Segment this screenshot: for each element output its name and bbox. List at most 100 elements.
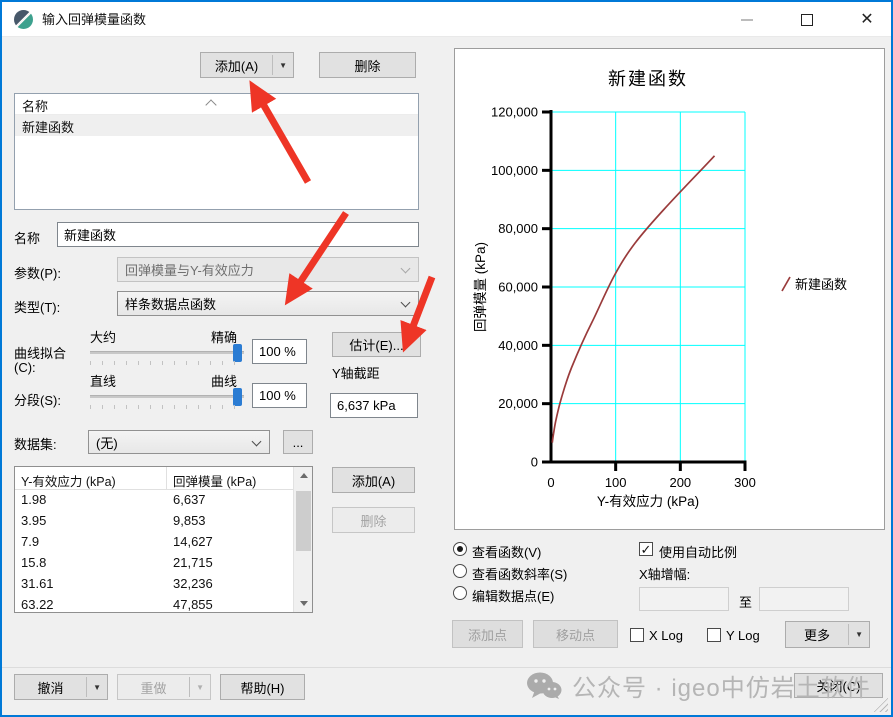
radio-view-function[interactable] — [453, 542, 467, 556]
segments-slider-thumb[interactable] — [233, 388, 242, 406]
cell-x[interactable]: 7.9 — [21, 534, 40, 549]
wechat-icon — [527, 672, 562, 699]
y-intercept-label: Y轴截距 — [332, 366, 380, 381]
close-button[interactable]: ✕ — [844, 2, 890, 37]
dialog-close-button[interactable]: 关闭(C) — [794, 673, 883, 698]
window-title: 输入回弹模量函数 — [42, 12, 147, 27]
table-rows: 1.98 6,637 3.95 9,853 7.9 14,627 15.8 21,715 31.… — [15, 490, 312, 616]
cell-y[interactable]: 21,715 — [173, 555, 213, 570]
svg-text:0: 0 — [547, 475, 554, 490]
function-chart: 0 20,000 40,000 60,000 80,000 100,000 120,000 0… — [454, 48, 885, 530]
delete-function-button[interactable]: 删除 — [319, 52, 416, 78]
cell-x[interactable]: 15.8 — [21, 555, 47, 570]
cell-x[interactable]: 31.61 — [21, 576, 54, 591]
radio-view-slope-label[interactable]: 查看函数斜率(S) — [472, 567, 568, 582]
sort-ascending-icon[interactable] — [205, 99, 217, 111]
svg-text:80,000: 80,000 — [498, 221, 538, 236]
estimate-button[interactable]: 估计(E)... — [332, 332, 421, 357]
minimize-icon — [741, 18, 753, 21]
table-header: Y-有效应力 (kPa) 回弹模量 (kPa) — [15, 467, 312, 490]
cell-x[interactable]: 3.95 — [21, 513, 47, 528]
chevron-down-icon[interactable]: ▼ — [279, 60, 287, 70]
scroll-up-icon[interactable] — [294, 467, 313, 484]
svg-text:200: 200 — [669, 475, 691, 490]
undo-label: 撤消 — [37, 680, 64, 696]
cell-y[interactable]: 47,855 — [173, 597, 213, 612]
add-chart-point-label: 添加点 — [467, 627, 507, 643]
table-row[interactable]: 3.95 9,853 — [15, 511, 312, 532]
radio-view-slope[interactable] — [453, 564, 467, 578]
y-log-checkbox[interactable] — [707, 628, 721, 642]
to-label: 至 — [739, 595, 753, 610]
add-point-row-button[interactable]: 添加(A) — [332, 467, 415, 493]
cell-x[interactable]: 63.22 — [21, 597, 54, 612]
add-chart-point-button[interactable]: 添加点 — [452, 620, 523, 648]
auto-scale-label[interactable]: 使用自动比例 — [659, 545, 738, 560]
table-row[interactable]: 15.8 21,715 — [15, 553, 312, 574]
redo-button[interactable]: 重做 ▼ — [117, 674, 211, 700]
x-log-label[interactable]: X Log — [649, 628, 683, 643]
param-select: 回弹模量与Y-有效应力 — [117, 257, 419, 282]
add-function-button[interactable]: 添加(A) ▼ — [200, 52, 294, 78]
undo-button[interactable]: 撤消 ▼ — [14, 674, 108, 700]
dialog-close-label: 关闭(C) — [816, 679, 861, 694]
chevron-down-icon[interactable]: ▼ — [93, 682, 101, 692]
dataset-label: 数据集: — [14, 437, 57, 452]
help-label: 帮助(H) — [240, 680, 285, 696]
dataset-select[interactable]: (无) — [88, 430, 270, 454]
x-min-input[interactable] — [639, 587, 729, 611]
scrollbar-thumb[interactable] — [296, 491, 311, 551]
curve-fit-percent-input[interactable]: 100 % — [252, 339, 307, 364]
svg-text:120,000: 120,000 — [491, 105, 538, 120]
dataset-browse-button[interactable]: ... — [283, 430, 313, 454]
approx-label: 大约 — [90, 330, 117, 345]
chevron-down-icon: ▼ — [196, 682, 204, 692]
chevron-down-icon — [400, 297, 411, 308]
radio-view-function-label[interactable]: 查看函数(V) — [472, 545, 542, 560]
curve-fit-slider-thumb[interactable] — [233, 344, 242, 362]
svg-text:新建函数: 新建函数 — [795, 277, 847, 292]
add-function-label: 添加(A) — [214, 58, 259, 74]
cell-y[interactable]: 9,853 — [173, 513, 206, 528]
radio-edit-points-label[interactable]: 编辑数据点(E) — [472, 589, 555, 604]
chevron-down-icon[interactable]: ▼ — [855, 630, 863, 639]
help-button[interactable]: 帮助(H) — [220, 674, 305, 700]
curve-fit-slider[interactable] — [90, 351, 244, 354]
table-row[interactable]: 63.22 47,855 — [15, 595, 312, 616]
auto-scale-checkbox[interactable]: ✓ — [639, 542, 653, 557]
function-list-header[interactable]: 名称 — [15, 94, 418, 115]
cell-y[interactable]: 14,627 — [173, 534, 213, 549]
resize-grip-icon[interactable] — [873, 697, 888, 712]
x-max-input[interactable] — [759, 587, 849, 611]
y-intercept-input[interactable]: 6,637 kPa — [330, 393, 418, 418]
name-input[interactable]: 新建函数 — [57, 222, 419, 247]
cell-x[interactable]: 1.98 — [21, 492, 47, 507]
delete-point-row-button[interactable]: 删除 — [332, 507, 415, 533]
table-row[interactable]: 31.61 32,236 — [15, 574, 312, 595]
cell-y[interactable]: 32,236 — [173, 576, 213, 591]
more-label: 更多 — [804, 628, 831, 643]
segments-percent-input[interactable]: 100 % — [252, 383, 307, 408]
table-row[interactable]: 7.9 14,627 — [15, 532, 312, 553]
function-list-item[interactable]: 新建函数 — [15, 115, 418, 136]
segments-slider[interactable] — [90, 395, 244, 398]
more-button[interactable]: 更多 ▼ — [785, 621, 870, 648]
chart-canvas: 0 20,000 40,000 60,000 80,000 100,000 120,000 0… — [473, 69, 847, 509]
table-row[interactable]: 1.98 6,637 — [15, 490, 312, 511]
column-y-header: 回弹模量 (kPa) — [173, 475, 257, 489]
scroll-down-icon[interactable] — [294, 595, 313, 612]
svg-text:20,000: 20,000 — [498, 396, 538, 411]
chevron-down-icon — [400, 263, 411, 274]
radio-edit-points[interactable] — [453, 586, 467, 600]
move-chart-point-button[interactable]: 移动点 — [533, 620, 618, 648]
data-points-table[interactable]: Y-有效应力 (kPa) 回弹模量 (kPa) 1.98 6,637 3.95 9,8… — [14, 466, 313, 613]
minimize-button[interactable] — [724, 2, 770, 37]
type-select[interactable]: 样条数据点函数 — [117, 291, 419, 316]
maximize-button[interactable] — [784, 2, 830, 37]
function-list[interactable]: 名称 新建函数 — [14, 93, 419, 210]
x-log-checkbox[interactable] — [630, 628, 644, 642]
cell-y[interactable]: 6,637 — [173, 492, 206, 507]
table-scrollbar[interactable] — [293, 467, 312, 612]
dataset-value: (无) — [96, 435, 118, 451]
y-log-label[interactable]: Y Log — [726, 628, 760, 643]
